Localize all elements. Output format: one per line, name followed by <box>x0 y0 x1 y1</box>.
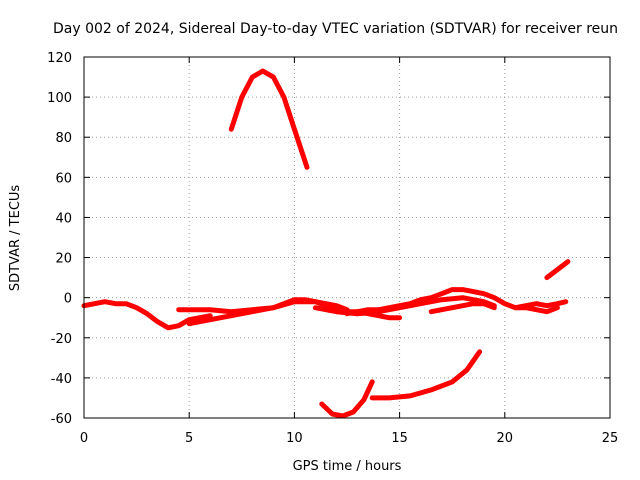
y-tick-label: 80 <box>55 131 72 146</box>
y-tick-label: -60 <box>51 412 72 427</box>
x-axis-label: GPS time / hours <box>293 459 402 474</box>
chart-title: Day 002 of 2024, Sidereal Day-to-day VTE… <box>53 21 618 37</box>
series-group <box>81 68 571 419</box>
y-tick-label: 120 <box>47 51 72 66</box>
axis-ticks: 0 5 10 15 20 25 -60 -40 -20 0 20 40 60 80 100 120 <box>47 51 618 446</box>
y-tick-label: 0 <box>64 292 72 307</box>
series-line-arc-10 <box>512 305 560 315</box>
x-tick-label: 0 <box>80 431 88 446</box>
series-line-arc-04 <box>228 68 310 170</box>
plot-frame <box>83 56 611 419</box>
series-line-arc-01 <box>81 299 213 331</box>
y-tick-label: 60 <box>55 171 72 186</box>
x-tick-label: 5 <box>185 431 193 446</box>
series-line-arc-09 <box>428 301 497 315</box>
series-line-arc-11 <box>544 259 571 281</box>
y-tick-label: -40 <box>51 372 72 387</box>
series-line-arc-08 <box>369 349 483 401</box>
series-line-arc-07 <box>319 379 375 419</box>
x-tick-label: 20 <box>497 431 514 446</box>
y-tick-label: 20 <box>55 252 72 267</box>
series-line-arc-03 <box>186 299 403 327</box>
y-axis-label: SDTVAR / TECUs <box>8 185 23 292</box>
x-tick-label: 10 <box>286 431 303 446</box>
y-tick-label: 40 <box>55 211 72 226</box>
y-tick-label: 100 <box>47 91 72 106</box>
y-tick-label: -20 <box>51 332 72 347</box>
grid <box>84 57 610 418</box>
x-tick-label: 25 <box>602 431 619 446</box>
x-tick-label: 15 <box>391 431 408 446</box>
series-line-arc-06 <box>344 287 569 317</box>
